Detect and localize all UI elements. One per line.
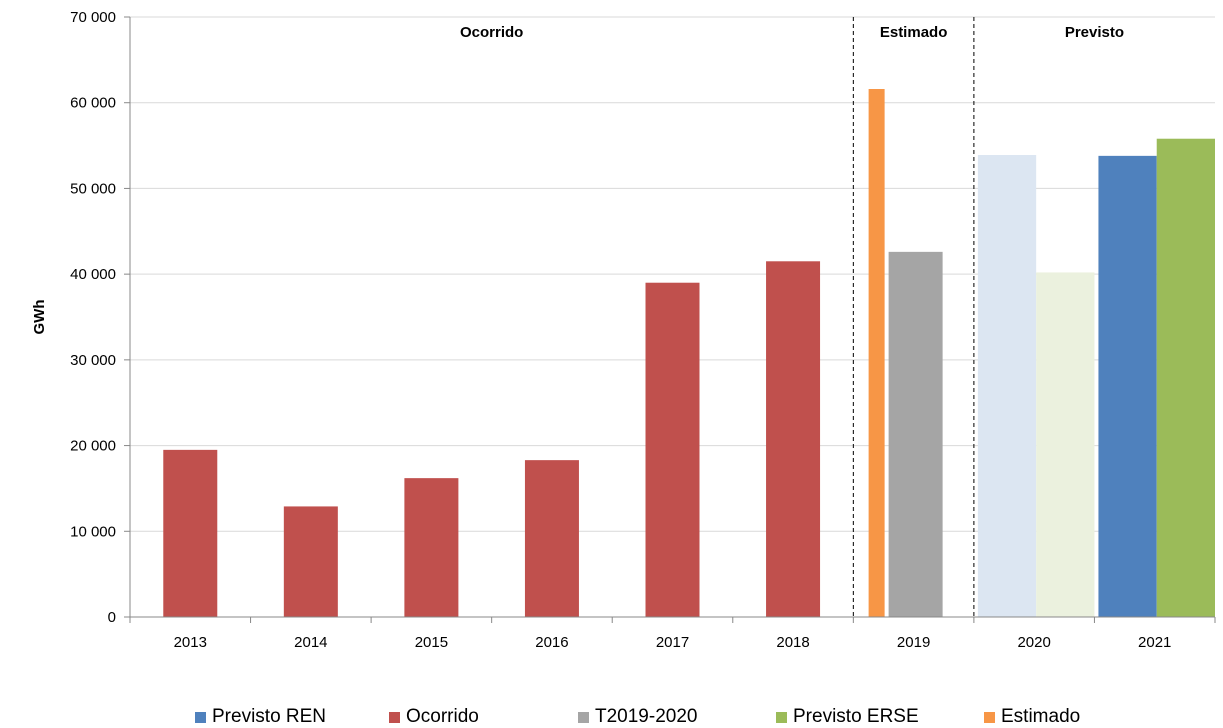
section-label: Estimado xyxy=(880,24,948,41)
x-tick-label: 2016 xyxy=(535,634,568,651)
x-tick-label: 2014 xyxy=(294,634,327,651)
section-dividers xyxy=(852,17,975,617)
y-tick-label: 60 000 xyxy=(70,95,116,112)
bar xyxy=(404,478,459,617)
bars xyxy=(163,89,1215,617)
legend-swatch xyxy=(195,712,206,723)
axes xyxy=(124,16,1216,623)
legend-swatch xyxy=(776,712,787,723)
y-tick-label: 40 000 xyxy=(70,266,116,283)
x-tick-label: 2018 xyxy=(776,634,809,651)
bar xyxy=(766,261,821,617)
bar xyxy=(524,460,579,617)
section-label: Ocorrido xyxy=(460,24,523,41)
x-tick-label: 2020 xyxy=(1017,634,1050,651)
bar xyxy=(868,89,885,617)
x-tick-label: 2013 xyxy=(174,634,207,651)
legend-swatch xyxy=(578,712,589,723)
legend-label: T2019-2020 xyxy=(595,706,697,727)
section-label: Previsto xyxy=(1065,24,1124,41)
y-tick-label: 70 000 xyxy=(70,9,116,26)
legend-label: Estimado xyxy=(1001,706,1080,727)
legend-label: Previsto REN xyxy=(212,706,326,727)
legend-swatch xyxy=(389,712,400,723)
x-tick-label: 2015 xyxy=(415,634,448,651)
bar xyxy=(888,251,943,617)
bar xyxy=(283,506,338,617)
bar xyxy=(163,449,218,617)
legend: Previsto REN Ocorrido T2019-2020 Previsto E… xyxy=(195,706,1080,727)
y-tick-label: 0 xyxy=(108,609,116,626)
y-axis-title: GWh xyxy=(31,300,48,335)
y-tick-label: 30 000 xyxy=(70,352,116,369)
y-tick-label: 20 000 xyxy=(70,438,116,455)
x-tick-label: 2019 xyxy=(897,634,930,651)
bar xyxy=(1156,138,1215,617)
bar xyxy=(645,282,700,617)
legend-label: Previsto ERSE xyxy=(793,706,919,727)
bar xyxy=(977,155,1037,617)
labels: 0 10 000 20 000 30 000 40 000 50 000 60 000 70 … xyxy=(31,9,1171,651)
legend-swatch xyxy=(984,712,995,723)
y-tick-label: 10 000 xyxy=(70,523,116,540)
bar xyxy=(1036,272,1095,617)
y-tick-label: 50 000 xyxy=(70,180,116,197)
bar xyxy=(1098,155,1157,617)
x-tick-label: 2017 xyxy=(656,634,689,651)
legend-label: Ocorrido xyxy=(406,706,479,727)
x-tick-label: 2021 xyxy=(1138,634,1171,651)
